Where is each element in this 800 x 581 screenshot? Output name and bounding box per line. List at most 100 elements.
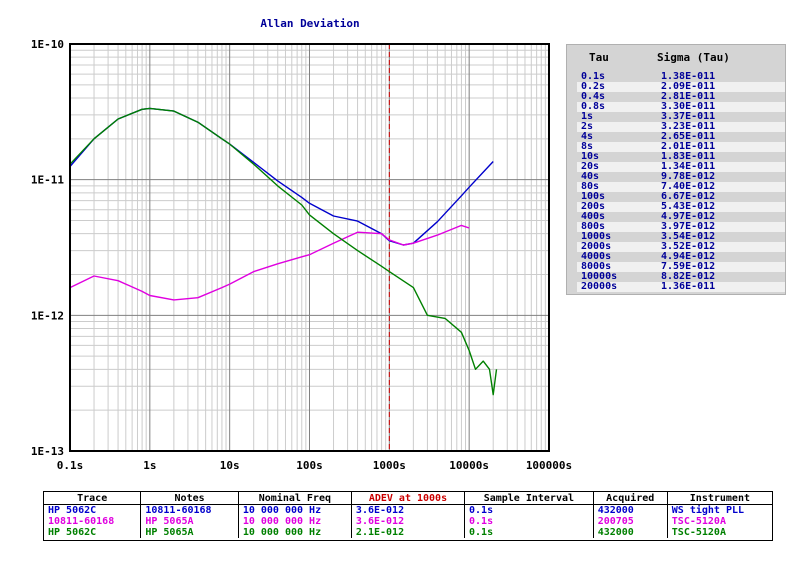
sigma-value: 7.59E-012 (661, 261, 716, 272)
tau-row: 8s 2.01E-011 (577, 142, 785, 152)
legend-cell-nominal: 10 000 000 Hz (237, 527, 352, 538)
y-tick-label: 1E-11 (31, 174, 64, 187)
tau-value: 0.8s (581, 101, 606, 112)
col-nominal-freq: Nominal Freq (237, 492, 352, 505)
tau-value: 40s (581, 171, 600, 182)
legend-cell-nominal: 10 000 000 Hz (237, 516, 352, 527)
y-tick-label: 1E-13 (31, 445, 64, 458)
col-notes: Notes (140, 492, 239, 505)
legend-cell-acquired: 200705 (592, 516, 668, 527)
sigma-value: 1.38E-011 (661, 71, 716, 82)
tau-row: 400s 4.97E-012 (577, 212, 785, 222)
legend-cell-trace: 10811-60168 (48, 516, 115, 527)
tau-value: 0.1s (581, 71, 606, 82)
tau-row: 20000s 1.36E-011 (577, 282, 785, 292)
legend-cell-notes: HP 5065A (140, 516, 239, 527)
tau-row: 1000s 3.54E-012 (577, 232, 785, 242)
sigma-value: 7.40E-012 (661, 181, 716, 192)
sigma-value: 1.83E-011 (661, 151, 716, 162)
x-tick-label: 1000s (373, 459, 406, 472)
tau-value: 1s (581, 111, 594, 122)
tau-row: 0.1s 1.38E-011 (577, 72, 785, 82)
y-tick-label: 1E-10 (31, 38, 64, 51)
tau-row: 4000s 4.94E-012 (577, 252, 785, 262)
tau-value: 4s (581, 131, 594, 142)
tau-value: 20000s (581, 281, 618, 292)
sigma-header: Sigma (Tau) (657, 51, 730, 64)
x-tick-label: 0.1s (57, 459, 84, 472)
sigma-value: 1.34E-011 (661, 161, 716, 172)
tau-row: 10000s 8.82E-012 (577, 272, 785, 282)
col-acquired: Acquired (592, 492, 668, 505)
x-tick-label: 1s (143, 459, 156, 472)
legend-cell-sample: 0.1s (464, 516, 594, 527)
legend-cell-trace: HP 5062C (48, 505, 97, 516)
legend-cell-acquired: 432000 (592, 527, 668, 538)
tau-value: 2s (581, 121, 594, 132)
tau-value: 0.2s (581, 81, 606, 92)
grid (69, 43, 550, 452)
tau-value: 80s (581, 181, 600, 192)
legend-cell-notes: HP 5065A (140, 527, 239, 538)
x-tick-label: 10000s (449, 459, 489, 472)
tau-value: 10000s (581, 271, 618, 282)
sigma-value: 3.54E-012 (661, 231, 716, 242)
tau-value: 400s (581, 211, 606, 222)
tau-value: 4000s (581, 251, 612, 262)
legend-row: HP 5062C HP 5065A 10 000 000 Hz 2.1E-012 0.1… (44, 527, 772, 538)
legend-cell-notes: 10811-60168 (140, 504, 239, 516)
sigma-value: 5.43E-012 (661, 201, 716, 212)
tau-value: 0.4s (581, 91, 606, 102)
tau-rows: 0.1s 1.38E-011 0.2s 2.09E-011 0.4s 2.81E-011 0… (577, 72, 785, 292)
sigma-value: 3.97E-012 (661, 221, 716, 232)
tau-value: 8s (581, 141, 594, 152)
sigma-value: 2.01E-011 (661, 141, 716, 152)
sigma-value: 3.52E-012 (661, 241, 716, 252)
tau-row: 100s 6.67E-012 (577, 192, 785, 202)
col-sample-interval: Sample Interval (464, 492, 594, 505)
series-line-1 (69, 107, 494, 246)
tau-row: 0.8s 3.30E-011 (577, 102, 785, 112)
y-tick-label: 1E-12 (31, 309, 64, 322)
legend-cell-sample: 0.1s (464, 504, 594, 516)
legend-cell-instrument: TSC-5120A (666, 527, 772, 538)
sigma-value: 6.67E-012 (661, 191, 716, 202)
tau-row: 10s 1.83E-011 (577, 152, 785, 162)
tau-value: 800s (581, 221, 606, 232)
tau-sigma-table: Tau Sigma (Tau) 0.1s 1.38E-011 0.2s 2.09E-0… (566, 44, 786, 295)
legend-row: HP 5062C 10811-60168 10 000 000 Hz 3.6E-012… (44, 504, 772, 516)
chart-title: Allan Deviation (260, 17, 359, 30)
tau-value: 8000s (581, 261, 612, 272)
tau-row: 200s 5.43E-012 (577, 202, 785, 212)
legend-cell-adev: 3.6E-012 (350, 516, 465, 527)
tau-row: 8000s 7.59E-012 (577, 262, 785, 272)
trace-legend-table: Trace Notes Nominal Freq ADEV at 1000s S… (43, 491, 773, 541)
legend-row: 10811-60168 HP 5065A 10 000 000 Hz 3.6E-012… (44, 516, 772, 527)
tau-value: 10s (581, 151, 600, 162)
tau-row: 40s 9.78E-012 (577, 172, 785, 182)
sigma-value: 9.78E-012 (661, 171, 716, 182)
legend-cell-trace: HP 5062C (48, 527, 97, 538)
legend-cell-acquired: 432000 (592, 504, 668, 516)
series-line-3 (69, 107, 498, 396)
series-line-2 (69, 224, 470, 301)
sigma-value: 4.97E-012 (661, 211, 716, 222)
sigma-value: 2.65E-011 (661, 131, 716, 142)
tau-header: Tau (589, 51, 609, 64)
x-tick-label: 100s (296, 459, 323, 472)
axes: 0.1s 1s 10s 100s 1000s 10000s 100000s 1E-13 1E-1… (31, 38, 572, 472)
legend-cell-adev: 2.1E-012 (350, 527, 465, 538)
col-instrument: Instrument (666, 492, 772, 505)
sigma-value: 3.23E-011 (661, 121, 716, 132)
tau-row: 4s 2.65E-011 (577, 132, 785, 142)
sigma-value: 3.30E-011 (661, 101, 716, 112)
legend-cell-adev: 3.6E-012 (350, 504, 465, 516)
tau-value: 20s (581, 161, 600, 172)
tau-row: 800s 3.97E-012 (577, 222, 785, 232)
sigma-value: 2.81E-011 (661, 91, 716, 102)
tau-row: 0.4s 2.81E-011 (577, 92, 785, 102)
series-lines (69, 107, 498, 396)
col-adev: ADEV at 1000s (350, 492, 465, 505)
tau-row: 2000s 3.52E-012 (577, 242, 785, 252)
plot-frame (69, 43, 550, 452)
